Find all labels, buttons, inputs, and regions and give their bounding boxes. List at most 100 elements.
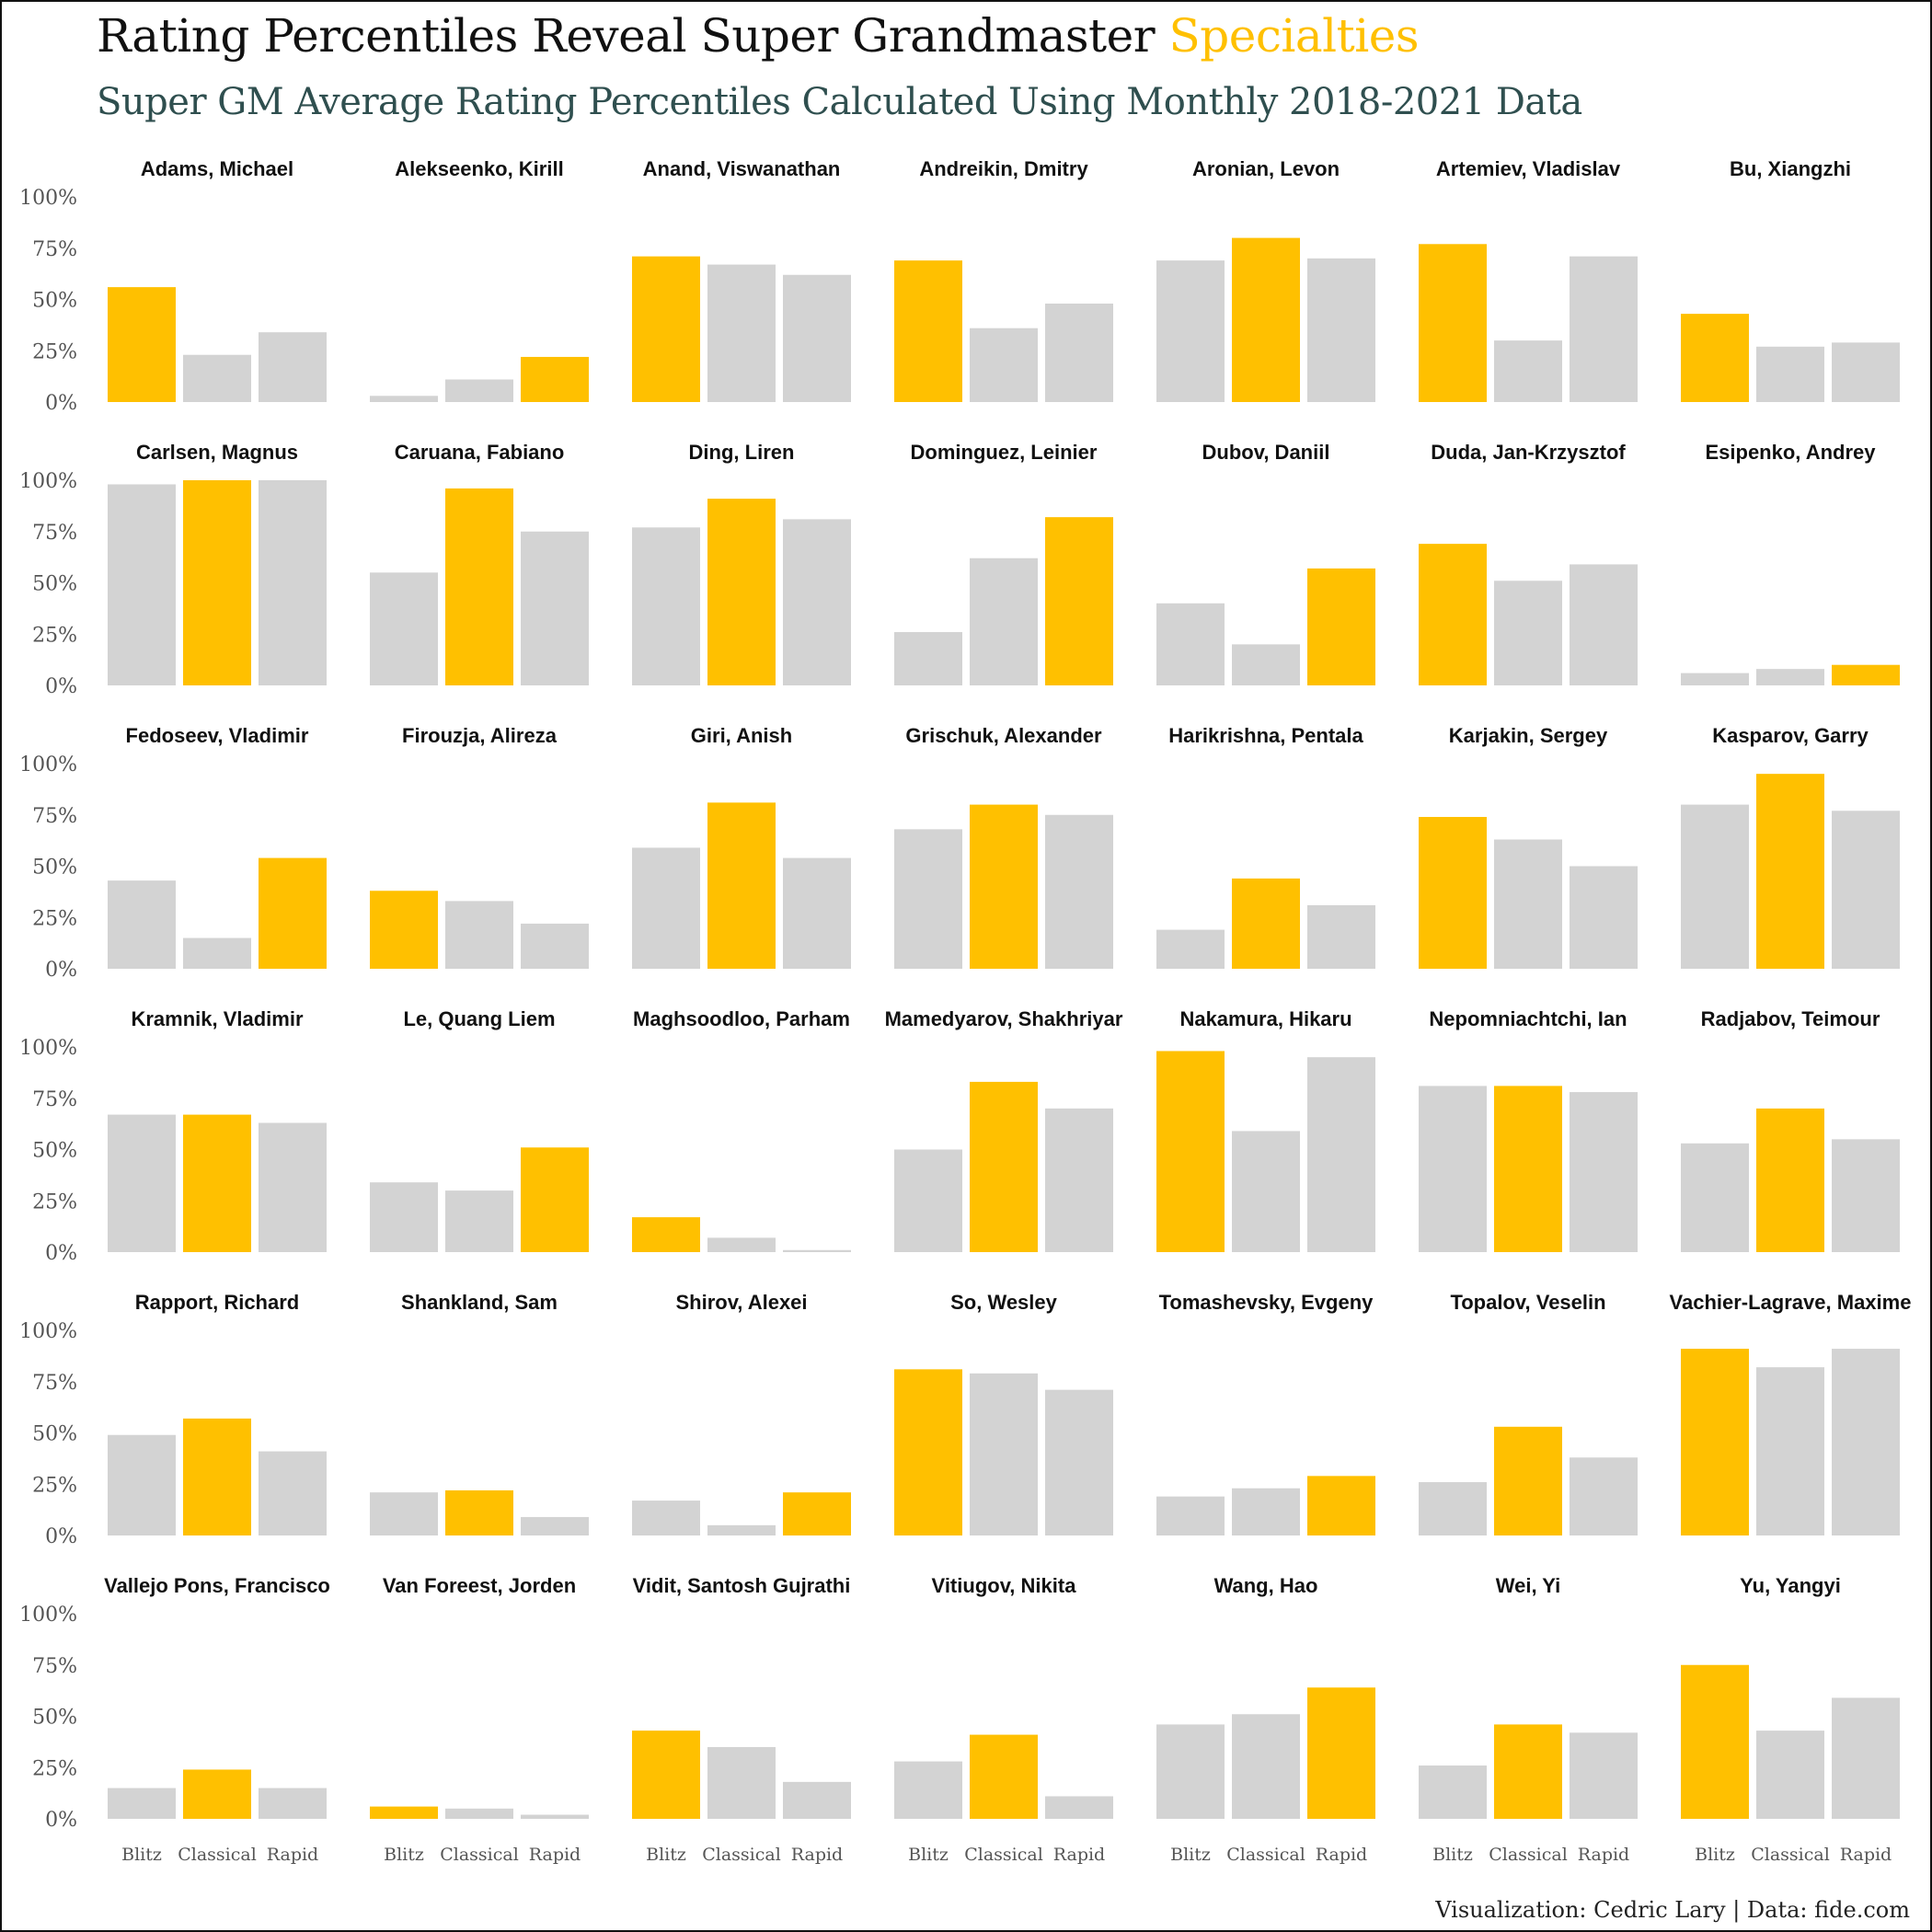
bar-rapid xyxy=(783,274,851,402)
panel: Tomashevsky, Evgeny xyxy=(1156,1291,1375,1535)
bar-classical xyxy=(707,499,776,685)
panel-title: Shankland, Sam xyxy=(401,1291,558,1314)
x-tick-label: Blitz xyxy=(121,1845,162,1865)
x-tick-label: Classical xyxy=(440,1845,519,1865)
panel: Vidit, Santosh Gujrathi Blitz Classical Rap… xyxy=(632,1574,851,1865)
panel: Adams, Michael xyxy=(108,157,327,402)
bar-blitz xyxy=(1156,260,1225,402)
y-tick-label: 25% xyxy=(32,1474,77,1497)
panel: Bu, Xiangzhi xyxy=(1681,157,1900,402)
bar-classical xyxy=(445,488,513,685)
bar-blitz xyxy=(370,396,438,402)
bar-blitz xyxy=(108,287,176,402)
bar-classical xyxy=(445,1190,513,1252)
y-tick-label: 0% xyxy=(45,1809,77,1832)
bar-blitz xyxy=(1156,929,1225,969)
panel-title: Bu, Xiangzhi xyxy=(1730,157,1851,180)
y-tick-label: 100% xyxy=(19,187,77,210)
bar-blitz xyxy=(1681,314,1749,402)
bar-blitz xyxy=(1681,1349,1749,1535)
panel: Firouzja, Alireza xyxy=(370,724,589,969)
y-tick-label: 25% xyxy=(32,1190,77,1213)
panel-title: Artemiev, Vladislav xyxy=(1436,157,1621,180)
chart-subtitle: Super GM Average Rating Percentiles Calc… xyxy=(97,81,1582,123)
bar-classical xyxy=(183,1114,251,1252)
bar-rapid xyxy=(1570,256,1638,402)
bar-blitz xyxy=(632,527,700,685)
bar-rapid xyxy=(1307,1057,1375,1252)
bar-rapid xyxy=(783,1781,851,1819)
bar-classical xyxy=(1494,1426,1562,1535)
y-tick-label: 0% xyxy=(45,392,77,415)
panel: Kasparov, Garry xyxy=(1681,724,1900,969)
bar-classical xyxy=(1232,237,1300,402)
y-tick-label: 100% xyxy=(19,1604,77,1627)
panel: Artemiev, Vladislav xyxy=(1419,157,1638,402)
bar-classical xyxy=(1232,1714,1300,1819)
panel-title: So, Wesley xyxy=(950,1291,1058,1314)
x-tick-label: Blitz xyxy=(384,1845,424,1865)
panel-title: Dominguez, Leinier xyxy=(911,441,1098,464)
x-tick-label: Blitz xyxy=(908,1845,949,1865)
bar-rapid xyxy=(1832,1697,1900,1819)
bar-rapid xyxy=(1570,866,1638,969)
panel: Nepomniachtchi, Ian xyxy=(1419,1007,1638,1252)
panel: Shankland, Sam xyxy=(370,1291,589,1535)
bar-blitz xyxy=(370,1182,438,1252)
y-tick-label: 75% xyxy=(32,1372,77,1395)
bar-classical xyxy=(445,1808,513,1819)
bar-classical xyxy=(1232,1131,1300,1252)
bar-classical xyxy=(1756,1367,1824,1535)
panel: Aronian, Levon xyxy=(1156,157,1375,402)
bar-classical xyxy=(707,802,776,969)
panel: Grischuk, Alexander xyxy=(894,724,1113,969)
panel: Van Foreest, Jorden Blitz Classical Rapid xyxy=(370,1574,589,1865)
chart-title-main: Rating Percentiles Reveal Super Grandmas… xyxy=(97,9,1169,63)
y-tick-label: 0% xyxy=(45,959,77,982)
x-tick-label: Blitz xyxy=(1432,1845,1473,1865)
y-tick-label: 0% xyxy=(45,1242,77,1265)
bar-blitz xyxy=(1156,603,1225,685)
panel: Maghsoodloo, Parham xyxy=(632,1007,851,1252)
panel: Esipenko, Andrey xyxy=(1681,441,1900,685)
y-tick-label: 50% xyxy=(32,857,77,880)
bar-blitz xyxy=(370,1492,438,1535)
panel: Shirov, Alexei xyxy=(632,1291,851,1535)
x-tick-label: Rapid xyxy=(791,1845,843,1865)
y-tick-label: 50% xyxy=(32,1140,77,1163)
bar-classical xyxy=(183,480,251,685)
bar-classical xyxy=(707,264,776,402)
bar-classical xyxy=(445,1489,513,1535)
panel-title: Vitiugov, Nikita xyxy=(932,1574,1077,1597)
bar-blitz xyxy=(894,829,962,969)
x-tick-label: Rapid xyxy=(1578,1845,1629,1865)
panel: Yu, Yangyi Blitz Classical Rapid xyxy=(1681,1574,1900,1865)
panel-title: Wei, Yi xyxy=(1496,1574,1561,1597)
bar-classical xyxy=(1756,346,1824,402)
panel: Vallejo Pons, Francisco Blitz Classical Rap… xyxy=(104,1574,330,1865)
panel-title: Wang, Hao xyxy=(1214,1574,1318,1597)
bar-rapid xyxy=(259,332,327,402)
bar-blitz xyxy=(1419,816,1487,969)
bar-classical xyxy=(1494,581,1562,685)
panel-title: Shirov, Alexei xyxy=(675,1291,807,1314)
y-tick-label: 100% xyxy=(19,753,77,776)
panel: Karjakin, Sergey xyxy=(1419,724,1638,969)
panel: Andreikin, Dmitry xyxy=(894,157,1113,402)
x-tick-label: Classical xyxy=(178,1845,257,1865)
panel-title: Andreikin, Dmitry xyxy=(919,157,1088,180)
bar-classical xyxy=(1756,1108,1824,1252)
y-tick-label: 25% xyxy=(32,340,77,363)
bar-blitz xyxy=(370,891,438,969)
panel: So, Wesley xyxy=(894,1291,1113,1535)
x-tick-label: Rapid xyxy=(1840,1845,1892,1865)
panel: Kramnik, Vladimir xyxy=(108,1007,327,1252)
bar-rapid xyxy=(1045,1389,1113,1535)
chart-title: Rating Percentiles Reveal Super Grandmas… xyxy=(97,9,1420,63)
bar-classical xyxy=(183,354,251,402)
panel-title: Le, Quang Liem xyxy=(403,1007,555,1030)
chart-caption: Visualization: Cedric Lary | Data: fide.… xyxy=(1435,1897,1910,1923)
panel-title: Duda, Jan-Krzysztof xyxy=(1431,441,1626,464)
bar-blitz xyxy=(1419,1086,1487,1252)
